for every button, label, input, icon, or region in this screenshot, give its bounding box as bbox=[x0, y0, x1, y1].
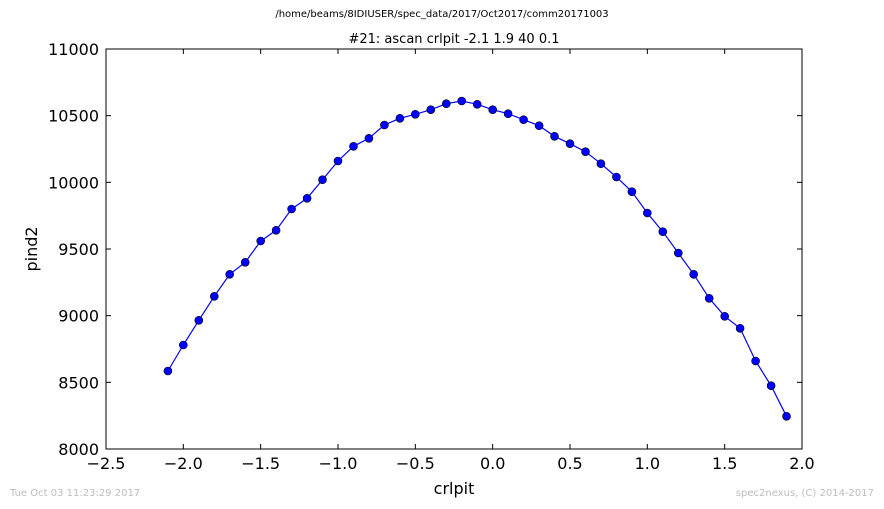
data-point bbox=[735, 323, 745, 333]
x-tick-label: 1.5 bbox=[712, 454, 737, 473]
data-point bbox=[673, 248, 683, 258]
x-tick-label: −0.5 bbox=[396, 454, 435, 473]
data-point bbox=[519, 115, 528, 124]
data-point bbox=[720, 311, 730, 321]
data-point bbox=[612, 172, 621, 182]
data-point bbox=[782, 411, 791, 421]
figure-suptitle: /home/beams/8IDIUSER/spec_data/2017/Oct2… bbox=[275, 9, 609, 20]
data-point bbox=[163, 366, 173, 376]
x-tick-label: −1.0 bbox=[319, 454, 358, 473]
chart-title: #21: ascan crlpit -2.1 1.9 40 0.1 bbox=[348, 32, 559, 47]
credit-label: spec2nexus, (C) 2014-2017 bbox=[735, 488, 874, 499]
data-point bbox=[240, 257, 250, 267]
data-point bbox=[565, 139, 575, 148]
data-point bbox=[751, 356, 760, 366]
timestamp-label: Tue Oct 03 11:23:29 2017 bbox=[10, 488, 141, 499]
data-point bbox=[596, 159, 606, 168]
data-point bbox=[271, 226, 281, 235]
data-point bbox=[689, 269, 699, 279]
data-point bbox=[704, 293, 714, 303]
y-tick-label: 8500 bbox=[58, 373, 99, 392]
data-point bbox=[488, 105, 498, 114]
data-point bbox=[380, 120, 389, 130]
x-tick-label: 2.0 bbox=[789, 454, 814, 473]
plot-frame bbox=[105, 48, 803, 450]
data-point bbox=[457, 96, 467, 106]
x-tick-label: −1.5 bbox=[241, 454, 280, 473]
data-point bbox=[395, 114, 405, 123]
data-point bbox=[364, 134, 374, 143]
x-tick-label: −2.0 bbox=[164, 454, 203, 473]
data-point bbox=[194, 315, 204, 325]
series-layer bbox=[163, 96, 791, 421]
x-tick-label: 1.0 bbox=[635, 454, 660, 473]
data-point bbox=[534, 121, 544, 130]
y-tick-label: 9500 bbox=[58, 240, 99, 259]
data-point bbox=[256, 236, 266, 246]
y-tick-label: 8000 bbox=[58, 440, 99, 459]
data-point bbox=[426, 105, 436, 114]
data-point bbox=[210, 291, 219, 301]
data-point bbox=[333, 156, 343, 166]
x-axis-label: crlpit bbox=[434, 479, 475, 498]
data-point bbox=[472, 100, 482, 109]
data-point bbox=[642, 208, 652, 218]
data-point bbox=[225, 269, 234, 279]
data-point bbox=[441, 99, 451, 108]
tick-layer: −2.5 −2.0 −1.5 −1.0 −0.5 0.0 0.5 1.0 1.5 2.0 8000 8… bbox=[48, 40, 815, 473]
x-tick-label: −2.5 bbox=[87, 454, 126, 473]
y-tick-label: 11000 bbox=[48, 40, 99, 59]
data-point bbox=[627, 187, 637, 196]
data-point bbox=[179, 340, 188, 350]
data-point bbox=[349, 142, 358, 151]
y-tick-label: 10500 bbox=[48, 107, 99, 126]
data-point bbox=[302, 194, 312, 203]
data-point bbox=[766, 381, 776, 391]
data-point bbox=[287, 204, 296, 214]
y-tick-label: 9000 bbox=[58, 307, 99, 326]
y-tick-label: 10000 bbox=[48, 173, 99, 192]
data-point bbox=[658, 227, 668, 236]
data-point bbox=[410, 110, 420, 119]
x-tick-label: 0.0 bbox=[480, 454, 505, 473]
y-axis-label: pind2 bbox=[22, 226, 41, 271]
data-point bbox=[581, 147, 590, 156]
data-point bbox=[318, 175, 327, 184]
x-tick-label: 0.5 bbox=[557, 454, 582, 473]
plot-area bbox=[106, 49, 802, 449]
data-point bbox=[503, 109, 513, 118]
data-point bbox=[550, 132, 559, 141]
